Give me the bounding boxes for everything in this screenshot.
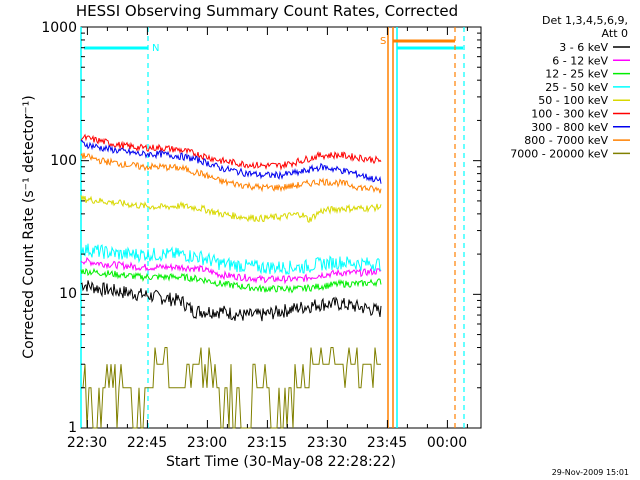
night-flag-label: N	[152, 43, 159, 54]
orbit-markers	[80, 27, 465, 428]
legend-label: 25 - 50 keV	[545, 81, 608, 94]
series-line	[80, 267, 382, 294]
series-line	[80, 195, 382, 223]
x-tick-label: 23:00	[187, 435, 227, 451]
legend-label: 7000 - 20000 keV	[510, 147, 608, 160]
y-axis-title: Corrected Count Rate (s⁻¹ detector⁻¹)	[21, 95, 37, 358]
plot-frame	[80, 26, 482, 429]
legend-label: 3 - 6 keV	[559, 41, 608, 54]
series-line	[80, 152, 382, 194]
x-tick-label: 23:15	[247, 435, 287, 451]
generated-timestamp: 29-Nov-2009 15:01	[552, 468, 629, 477]
chart-title: HESSI Observing Summary Count Rates, Cor…	[76, 2, 458, 20]
legend-label: 300 - 800 keV	[531, 121, 608, 134]
x-tick-label: 23:45	[367, 435, 407, 451]
y-tick-label-10: 10	[59, 286, 77, 302]
x-axis-labels: 22:30 22:45 23:00 23:15 23:30 23:45 00:0…	[67, 435, 467, 451]
x-axis-title: Start Time (30-May-08 22:28:22)	[166, 454, 396, 470]
series-line	[80, 256, 382, 285]
legend-label: 6 - 12 keV	[552, 54, 608, 67]
series-line	[80, 139, 382, 184]
series-line	[80, 243, 382, 275]
legend-label: 100 - 300 keV	[531, 108, 608, 121]
legend-label: 12 - 25 keV	[545, 68, 608, 81]
legend-header-line2: Att 0	[602, 27, 628, 40]
legend-label: 50 - 100 keV	[538, 94, 608, 107]
y-tick-label-1: 1	[68, 420, 77, 436]
legend-header-line1: Det 1,3,4,5,6,9,	[542, 14, 628, 27]
x-tick-label: 23:30	[307, 435, 347, 451]
series-line	[81, 347, 381, 429]
y-axis-labels: 1 10 100 1000	[41, 20, 77, 436]
series-line	[80, 280, 382, 322]
series-line	[80, 133, 382, 171]
plot-area: N S	[80, 26, 482, 429]
x-tick-label: 22:45	[127, 435, 167, 451]
x-tick-label: 00:00	[427, 435, 467, 451]
x-tick-label: 22:30	[67, 435, 107, 451]
legend-label: 800 - 7000 keV	[524, 134, 608, 147]
saa-flag-label: S	[380, 36, 386, 47]
series-layer	[80, 133, 382, 429]
axis-ticks	[81, 27, 481, 429]
y-tick-label-100: 100	[50, 153, 77, 169]
y-tick-label-1000: 1000	[41, 20, 77, 36]
